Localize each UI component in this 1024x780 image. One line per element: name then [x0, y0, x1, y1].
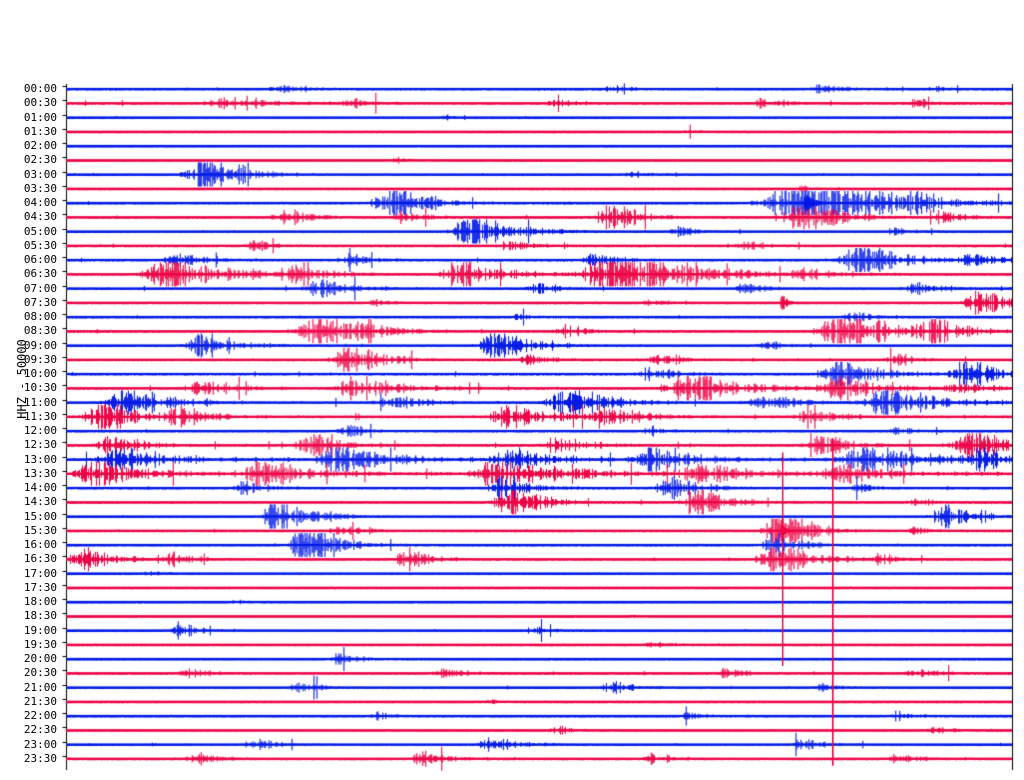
time-tick-label: 16:30 [23, 552, 57, 566]
time-tick-label: 01:00 [23, 110, 57, 124]
time-tick-label: 03:00 [23, 167, 57, 181]
time-tick-label: 17:00 [23, 566, 57, 580]
time-tick-label: 14:30 [23, 495, 57, 509]
time-tick-label: 23:30 [23, 751, 57, 765]
time-tick-label: 01:30 [23, 124, 57, 138]
time-tick-label: 18:00 [23, 595, 57, 608]
time-tick-label: 19:00 [23, 623, 57, 637]
time-tick-label: 02:30 [23, 153, 57, 167]
time-tick-label: 10:30 [23, 381, 57, 395]
time-tick-label: 11:00 [23, 395, 57, 409]
y-axis-title: HHZ - 50000 [15, 339, 29, 419]
time-tick-label: 21:30 [23, 694, 57, 708]
time-tick-label: 09:00 [23, 338, 57, 352]
time-tick-label: 21:00 [23, 680, 57, 694]
time-tick-label: 15:30 [23, 523, 57, 537]
time-tick-label: 05:00 [23, 224, 57, 238]
time-tick-label: 15:00 [23, 509, 57, 523]
time-tick-label: 22:30 [23, 723, 57, 737]
time-tick-label: 11:30 [23, 409, 57, 423]
time-tick-label: 07:30 [23, 295, 57, 309]
time-tick-label: 13:00 [23, 452, 57, 466]
time-tick-label: 16:00 [23, 538, 57, 551]
time-tick-label: 10:00 [23, 367, 57, 380]
time-tick-label: 08:00 [23, 310, 57, 323]
time-tick-label: 09:30 [23, 352, 57, 366]
time-tick-label: 17:30 [23, 580, 57, 594]
time-tick-label: 23:00 [23, 737, 57, 751]
time-tick-label: 18:30 [23, 609, 57, 623]
time-tick-label: 06:30 [23, 267, 57, 281]
time-tick-label: 04:30 [23, 210, 57, 224]
time-tick-label: 13:30 [23, 466, 57, 480]
time-tick-label: 02:00 [23, 139, 57, 152]
time-tick-label: 00:30 [23, 96, 57, 110]
time-tick-label: 22:00 [23, 709, 57, 722]
time-tick-label: 20:00 [23, 652, 57, 665]
time-tick-label: 06:00 [23, 253, 57, 266]
time-tick-label: 12:30 [23, 438, 57, 452]
time-tick-label: 07:00 [23, 281, 57, 295]
time-tick-label: 05:30 [23, 238, 57, 252]
time-tick-label: 19:30 [23, 637, 57, 651]
time-axis-labels: 00:00 00:30 01:00 01:30 02:00 02:30 03:00 03:30… [0, 0, 66, 780]
time-tick-label: 00:00 [23, 82, 57, 95]
time-tick-label: 20:30 [23, 666, 57, 680]
time-tick-label: 04:00 [23, 196, 57, 209]
time-tick-label: 08:30 [23, 324, 57, 338]
time-tick-label: 12:00 [23, 424, 57, 437]
time-tick-label: 14:00 [23, 481, 57, 494]
time-tick-label: 03:30 [23, 181, 57, 195]
